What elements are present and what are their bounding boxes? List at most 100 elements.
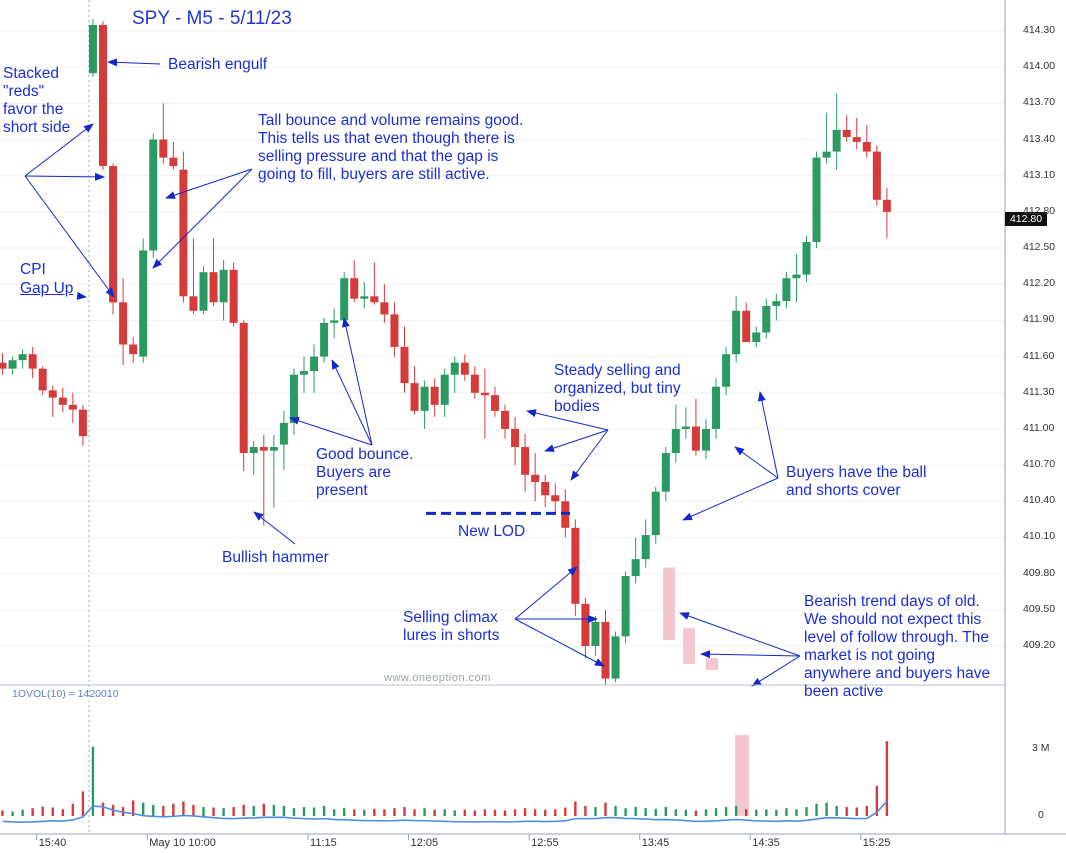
price-tick-label: 411.90 [1023, 313, 1055, 326]
candle-body [450, 362, 459, 375]
volume-bar [443, 809, 446, 816]
hypothetical-box [706, 658, 718, 671]
candle-body [531, 474, 540, 482]
annotation-arrow [342, 317, 373, 446]
annotation-arrow [24, 172, 105, 181]
volume-bar [162, 805, 165, 816]
volume-bar [212, 807, 215, 816]
candle-body [259, 447, 268, 451]
candle-body [360, 296, 369, 299]
candle-body [289, 374, 298, 423]
volume-bar [292, 808, 296, 816]
annotation-arrow [514, 618, 605, 667]
candle-body [430, 386, 439, 405]
hypothetical-boxes-layer [663, 567, 749, 816]
volume-bar [694, 810, 698, 816]
annotation-arrow [570, 429, 609, 481]
candle-body [340, 278, 349, 321]
candle-body [722, 354, 731, 387]
volume-bar [815, 803, 818, 816]
candle-body [702, 428, 710, 451]
candle-body [78, 409, 87, 437]
candle-body [691, 426, 700, 451]
time-tick-label: 12:05 [410, 837, 439, 849]
volume-bar [523, 808, 527, 816]
volume-bar [644, 808, 647, 816]
volume-bar [775, 809, 778, 816]
candle-body [109, 166, 118, 303]
volume-bar [624, 808, 627, 816]
candle-body [812, 157, 821, 243]
candle-body [88, 24, 97, 74]
volume-bar [574, 801, 577, 816]
candle-body [390, 314, 399, 347]
annotation-steady-selling: Steady selling and organized, but tiny b… [554, 362, 681, 415]
candle-body [671, 428, 680, 454]
candle-body [139, 250, 148, 357]
volume-bar [131, 800, 135, 816]
volume-bar [11, 811, 14, 816]
volume-bar [142, 802, 145, 816]
candle-body [511, 428, 520, 448]
annotation-arrow [514, 566, 578, 620]
volume-bar [533, 809, 537, 816]
annotation-buyers-have-ball: Buyers have the ball and shorts cover [786, 464, 927, 499]
candle-body [300, 371, 308, 375]
candle-body [882, 199, 891, 212]
candle-body [822, 151, 831, 158]
volume-bar [282, 805, 286, 816]
candle-body [551, 495, 560, 502]
candle-body [350, 278, 359, 299]
price-tick-label: 409.20 [1023, 639, 1056, 651]
volume-bar [825, 802, 828, 816]
candle-body [440, 374, 449, 405]
annotation-new-lod: New LOD [458, 523, 526, 540]
annotation-arrow [152, 168, 253, 269]
volume-bar [363, 809, 366, 816]
candle-body [38, 368, 47, 391]
volume-bar [674, 809, 678, 816]
annotation-arrow [253, 511, 296, 545]
volume-bar [805, 807, 808, 816]
annotation-arrow [24, 123, 94, 177]
candle-body [661, 453, 670, 492]
candle-body [99, 24, 107, 167]
volume-bar [604, 802, 607, 816]
volume-bar [885, 741, 889, 816]
volume-bar [41, 806, 44, 816]
volume-bar [21, 809, 24, 816]
hypothetical-box [683, 627, 695, 665]
candles-layer [0, 18, 891, 685]
annotation-bullish-hammer: Bullish hammer [222, 549, 329, 566]
price-tick-label: 411.30 [1023, 385, 1055, 398]
price-tick-label: 410.40 [1023, 494, 1056, 507]
candle-body [310, 356, 319, 372]
candle-body [410, 383, 419, 411]
price-tick-label: 412.50 [1023, 241, 1056, 254]
volume-bar [664, 807, 667, 816]
hypothetical-box [735, 735, 749, 816]
annotation-tall-bounce: Tall bounce and volume remains good. Thi… [258, 112, 524, 183]
volume-average-line [2, 800, 888, 823]
candle-body [591, 621, 600, 646]
annotation-bearish-engulf: Bearish engulf [168, 56, 268, 73]
candle-body [490, 395, 499, 411]
annotation-good-bounce: Good bounce. Buyers are present [316, 446, 414, 499]
annotation-arrow [24, 175, 115, 298]
volume-bar [634, 807, 637, 816]
time-tick-label: 15:25 [862, 837, 891, 849]
volume-bar [31, 808, 34, 816]
volume-bar [312, 807, 316, 816]
chart-title: SPY - M5 - 5/11/23 [132, 8, 292, 29]
price-tick-label: 412.20 [1023, 277, 1056, 290]
annotation-stacked-reds: Stacked "reds" favor the short side [3, 65, 71, 136]
candle-body [601, 621, 610, 679]
volume-bar [564, 807, 567, 816]
volume-bar [393, 808, 396, 816]
price-tick-label: 412.80 [1023, 204, 1056, 217]
price-tick-label: 410.70 [1023, 458, 1056, 471]
volume-bar [252, 805, 255, 816]
volume-bar [734, 805, 738, 816]
volume-bar [373, 808, 376, 816]
volume-bar [383, 809, 386, 816]
